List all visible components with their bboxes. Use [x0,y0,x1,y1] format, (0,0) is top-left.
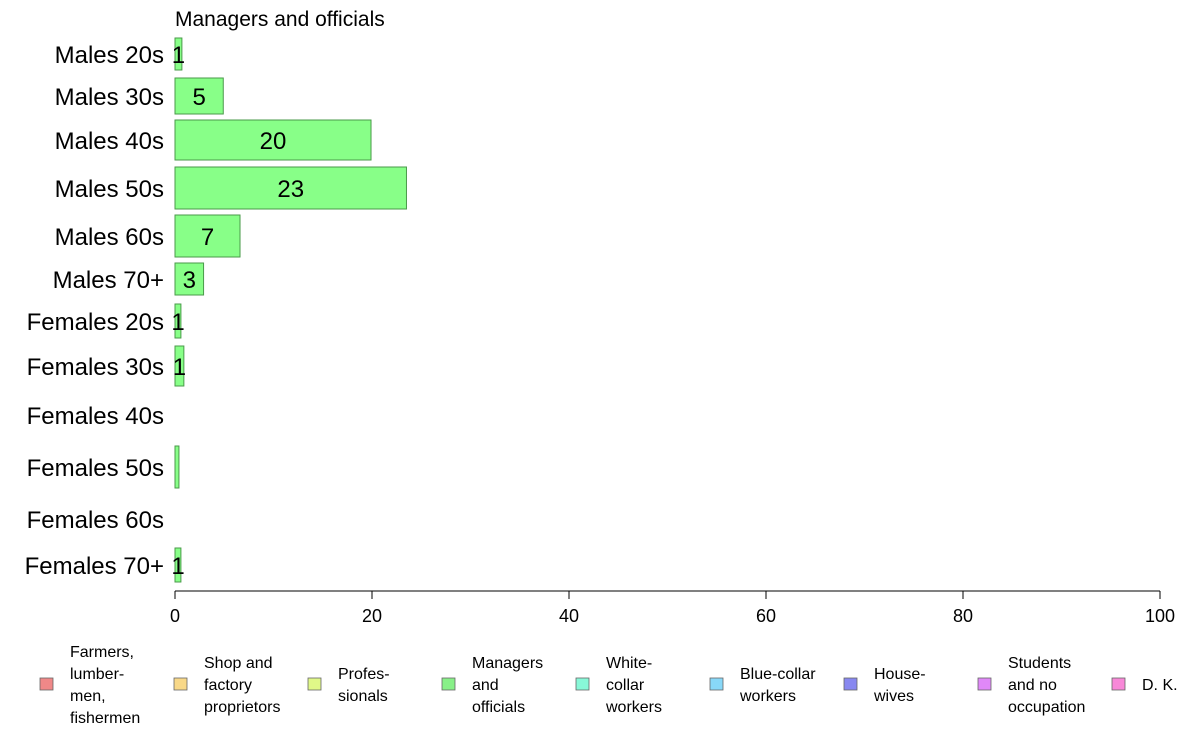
bar [174,303,182,339]
bar [174,37,183,71]
bar [174,547,182,583]
legend-swatch [843,677,858,691]
bar [174,77,224,115]
legend-swatch [709,677,724,691]
legend-swatch [977,677,992,691]
legend-swatch [575,677,590,691]
x-tick-label: 40 [559,606,579,626]
x-tick-label: 0 [170,606,180,626]
legend-label: fishermen [70,710,140,727]
category-label: Females 20s [27,309,164,336]
chart-title: Managers and officials [175,8,385,31]
bar-data-label: 1 [171,553,184,580]
x-tick-label: 80 [953,606,973,626]
legend-swatch [39,677,54,691]
bar-data-label: 7 [201,224,214,251]
x-tick-label: 20 [362,606,382,626]
category-label: Males 20s [55,42,164,69]
legend-label: collar [606,677,645,694]
legend-label: Shop and [204,655,273,672]
bars-group: Males 20s 1 Males 30s 5 Males 40s 20 Males 50s… [25,37,407,583]
x-tick-label: 100 [1145,606,1175,626]
category-label: Females 50s [27,455,164,482]
legend-label: White- [606,655,652,672]
legend-label: wives [873,688,914,705]
legend-label: workers [605,699,662,716]
x-axis: 0 20 40 60 80 100 [170,590,1175,626]
legend-label: factory [204,677,252,694]
legend-swatch [173,677,188,691]
bar [174,214,241,258]
legend-swatch [1111,677,1126,691]
bar [174,445,180,489]
bar [174,166,407,210]
bar-data-label: 3 [183,267,196,294]
legend-swatch [307,677,322,691]
category-label: Females 30s [27,354,164,381]
legend-swatch [441,677,456,691]
x-tick-label: 60 [756,606,776,626]
legend-label: lumber- [70,666,124,683]
legend-label: occupation [1008,699,1085,716]
legend-label: sionals [338,688,388,705]
bar-data-label: 1 [173,354,186,381]
category-label: Males 30s [55,84,164,111]
bar [174,119,372,161]
legend: Farmers, lumber-men, fishermen Shop and fact… [39,644,1178,727]
legend-label: and [472,677,499,694]
bar-data-label: 23 [277,176,304,203]
legend-label: Profes- [338,666,390,683]
legend-label: D. K. [1142,677,1178,694]
bar-data-label: 5 [192,84,205,111]
legend-label: workers [739,688,796,705]
legend-label: Blue-collar [740,666,816,683]
legend-label: House- [874,666,926,683]
legend-label: officials [472,699,525,716]
bar [174,345,185,387]
category-label: Males 70+ [53,267,164,294]
legend-label: men, [70,688,106,705]
category-label: Males 40s [55,128,164,155]
legend-label: Students [1008,655,1071,672]
legend-label: proprietors [204,699,280,716]
bar-data-label: 20 [260,128,287,155]
bar-data-label: 1 [171,309,184,336]
legend-label: Farmers, [70,644,134,661]
category-label: Females 70+ [25,553,164,580]
category-label: Females 40s [27,403,164,430]
bar [174,262,205,296]
category-label: Males 50s [55,176,164,203]
category-label: Females 60s [27,507,164,534]
bar-data-label: 1 [172,42,185,69]
category-label: Males 60s [55,224,164,251]
legend-label: Managers [472,655,543,672]
legend-label: and no [1008,677,1057,694]
